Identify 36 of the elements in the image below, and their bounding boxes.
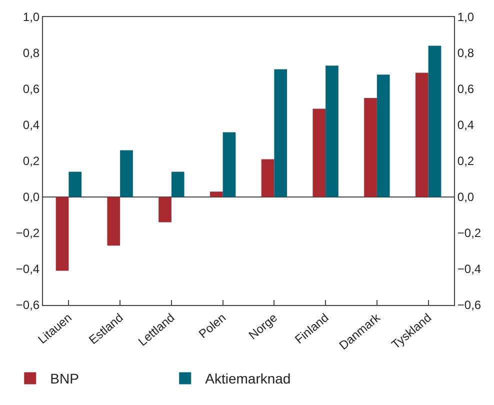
y2-tick-label: 1,0	[457, 10, 474, 24]
y2-tick-label: −0,4	[457, 262, 482, 276]
legend-label: Aktiemarknad	[205, 370, 291, 387]
bar	[364, 98, 377, 197]
y-tick-label: 0,6	[22, 82, 40, 96]
y-tick-label: 0,0	[22, 190, 40, 204]
y2-tick-label: 0,8	[457, 46, 474, 60]
bar	[210, 192, 223, 197]
bar	[326, 66, 338, 197]
bar	[158, 197, 172, 222]
bar	[171, 172, 184, 197]
y-tick-label: 1,0	[22, 10, 40, 24]
y-tick-label: 0,8	[22, 46, 40, 60]
bar	[107, 197, 120, 246]
y2-tick-label: 0,0	[457, 190, 474, 204]
bar	[261, 159, 274, 197]
y2-tick-label: −0,6	[457, 298, 482, 312]
y2-tick-label: −0,2	[457, 226, 482, 240]
bar	[415, 72, 428, 197]
y2-tick-label: 0,2	[457, 154, 474, 168]
y-tick-label: −0,4	[16, 262, 40, 276]
y-tick-label: −0,2	[16, 226, 40, 240]
bar	[222, 132, 236, 197]
y2-tick-label: 0,6	[457, 82, 474, 96]
bar	[428, 46, 442, 197]
bar	[274, 69, 288, 197]
y-tick-label: 0,4	[22, 118, 40, 132]
bar	[120, 150, 133, 197]
bar	[376, 74, 390, 197]
y-tick-label: −0,6	[16, 298, 40, 312]
bar	[56, 197, 69, 271]
legend-label: BNP	[50, 370, 79, 387]
bar	[312, 108, 326, 197]
bar	[68, 172, 82, 197]
y-tick-label: 0,2	[22, 154, 40, 168]
y2-tick-label: 0,4	[457, 118, 474, 132]
